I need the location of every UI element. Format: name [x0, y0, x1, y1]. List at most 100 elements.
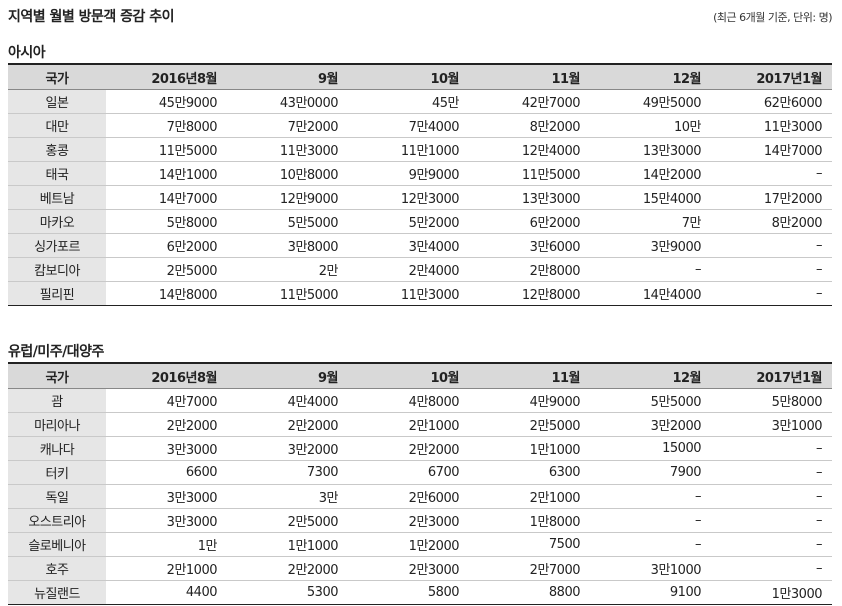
table-row: 호주 2만1000 2만2000 2만3000 2만7000 3만1000– — [8, 556, 832, 581]
visitor-count-cell: – — [711, 532, 832, 557]
visitor-count-cell: 2만3000 — [348, 556, 469, 581]
visitor-count-cell: – — [711, 484, 832, 509]
visitor-count-cell: 5만5000 — [590, 388, 711, 413]
table-row: 필리핀 14만8000 11만5000 11만3000 12만8000 14만4000– — [8, 281, 832, 306]
country-cell: 대만 — [8, 113, 106, 138]
country-cell: 캄보디아 — [8, 257, 106, 282]
column-header-month: 10월 — [348, 362, 469, 389]
visitor-count-cell: 3만 — [227, 484, 348, 509]
visitor-count-cell: 4400 — [106, 580, 227, 605]
country-cell: 독일 — [8, 484, 106, 509]
country-cell: 괌 — [8, 388, 106, 413]
table-row: 대만 7만8000 7만2000 7만4000 8만2000 10만 11만3000 — [8, 113, 832, 138]
visitor-count-cell: 1만1000 — [227, 532, 348, 557]
visitor-count-cell: 6600 — [106, 460, 227, 485]
visitor-count-cell: – — [711, 161, 832, 186]
country-cell: 필리핀 — [8, 281, 106, 306]
table-row: 터키 6600 7300 6700 6300 7900– — [8, 460, 832, 485]
unit-note: (최근 6개월 기준, 단위: 명) — [713, 11, 832, 24]
visitor-count-cell: 4만8000 — [348, 388, 469, 413]
table-row: 캄보디아 2만5000 2만 2만4000 2만8000– – — [8, 257, 832, 282]
visitor-count-cell: 3만1000 — [711, 412, 832, 437]
visitor-count-cell: 17만2000 — [711, 185, 832, 210]
visitor-count-cell: – — [711, 508, 832, 533]
visitor-count-cell: 43만0000 — [227, 89, 348, 114]
visitor-count-cell: 12만8000 — [469, 281, 590, 306]
table-row: 일본 45만9000 43만0000 45만 42만7000 49만5000 62만6000 — [8, 89, 832, 114]
visitor-count-cell: 14만7000 — [106, 185, 227, 210]
table-row: 마리아나 2만2000 2만2000 2만1000 2만5000 3만2000 3만1000 — [8, 412, 832, 437]
visitor-count-cell: 7900 — [590, 460, 711, 485]
country-cell: 오스트리아 — [8, 508, 106, 533]
visitor-count-cell: 2만5000 — [106, 257, 227, 282]
visitor-count-cell: 6만2000 — [106, 233, 227, 258]
visitor-count-cell: 5만2000 — [348, 209, 469, 234]
country-cell: 베트남 — [8, 185, 106, 210]
visitor-count-cell: – — [711, 556, 832, 581]
column-header-month: 2017년1월 — [711, 63, 832, 90]
table-row: 태국 14만1000 10만8000 9만9000 11만5000 14만2000– — [8, 161, 832, 186]
visitor-count-cell: 2만2000 — [348, 436, 469, 461]
visitor-count-cell: – — [590, 257, 711, 282]
table-header-row: 국가 2016년8월 9월 10월 11월 12월 2017년1월 — [8, 362, 832, 389]
visitor-count-cell: 5800 — [348, 580, 469, 605]
visitor-count-cell: 1만 — [106, 532, 227, 557]
visitor-count-cell: 5만5000 — [227, 209, 348, 234]
visitor-count-cell: 2만7000 — [469, 556, 590, 581]
visitor-count-cell: 7만8000 — [106, 113, 227, 138]
visitor-count-cell: 45만9000 — [106, 89, 227, 114]
visitor-count-cell: 2만1000 — [469, 484, 590, 509]
table-row: 오스트리아 3만3000 2만5000 2만3000 1만8000– – — [8, 508, 832, 533]
table-row: 캐나다 3만3000 3만2000 2만2000 1만1000 15000– — [8, 436, 832, 461]
visitor-count-cell: 14만1000 — [106, 161, 227, 186]
column-header-month: 11월 — [469, 63, 590, 90]
country-cell: 태국 — [8, 161, 106, 186]
visitor-count-cell: 2만5000 — [469, 412, 590, 437]
visitor-count-cell: 42만7000 — [469, 89, 590, 114]
table-europe-americas-oceania: 국가 2016년8월 9월 10월 11월 12월 2017년1월 괌 4만7000 4만400… — [8, 362, 832, 605]
visitor-count-cell: 7만4000 — [348, 113, 469, 138]
visitor-count-cell: 62만6000 — [711, 89, 832, 114]
visitor-count-cell: 15만4000 — [590, 185, 711, 210]
visitor-count-cell: 3만3000 — [106, 436, 227, 461]
visitor-count-cell: 2만 — [227, 257, 348, 282]
table-row: 싱가포르 6만2000 3만8000 3만4000 3만6000 3만9000– — [8, 233, 832, 258]
visitor-count-cell: 2만5000 — [227, 508, 348, 533]
visitor-count-cell: 3만6000 — [469, 233, 590, 258]
visitor-count-cell: 14만8000 — [106, 281, 227, 306]
visitor-count-cell: 1만3000 — [711, 580, 832, 605]
visitor-count-cell: 3만8000 — [227, 233, 348, 258]
visitor-count-cell: 12만4000 — [469, 137, 590, 162]
visitor-count-cell: – — [590, 532, 711, 557]
visitor-count-cell: 14만7000 — [711, 137, 832, 162]
visitor-count-cell: 45만 — [348, 89, 469, 114]
visitor-count-cell: 3만1000 — [590, 556, 711, 581]
table-asia: 국가 2016년8월 9월 10월 11월 12월 2017년1월 일본 45만9000 43만… — [8, 63, 832, 306]
visitor-count-cell: 10만8000 — [227, 161, 348, 186]
page-title: 지역별 월별 방문객 증감 추이 — [8, 9, 175, 25]
visitor-count-cell: – — [711, 460, 832, 485]
column-header-month: 12월 — [590, 362, 711, 389]
visitor-count-cell: 7500 — [469, 532, 590, 557]
column-header-month: 2016년8월 — [106, 63, 227, 90]
visitor-count-cell: 11만5000 — [469, 161, 590, 186]
table-header-row: 국가 2016년8월 9월 10월 11월 12월 2017년1월 — [8, 63, 832, 90]
country-cell: 마카오 — [8, 209, 106, 234]
visitor-count-cell: 4만4000 — [227, 388, 348, 413]
visitor-count-cell: 1만2000 — [348, 532, 469, 557]
column-header-month: 10월 — [348, 63, 469, 90]
country-cell: 일본 — [8, 89, 106, 114]
table-row: 뉴질랜드 4400 5300 5800 8800 9100 1만3000 — [8, 580, 832, 605]
column-header-country: 국가 — [8, 362, 106, 389]
visitor-count-cell: 2만4000 — [348, 257, 469, 282]
visitor-count-cell: 2만1000 — [348, 412, 469, 437]
visitor-count-cell: 2만2000 — [227, 412, 348, 437]
visitor-count-cell: 14만2000 — [590, 161, 711, 186]
visitor-count-cell: 14만4000 — [590, 281, 711, 306]
country-cell: 슬로베니아 — [8, 532, 106, 557]
country-cell: 호주 — [8, 556, 106, 581]
visitor-count-cell: 12만3000 — [348, 185, 469, 210]
column-header-month: 12월 — [590, 63, 711, 90]
visitor-count-cell: 13만3000 — [469, 185, 590, 210]
column-header-month: 2016년8월 — [106, 362, 227, 389]
